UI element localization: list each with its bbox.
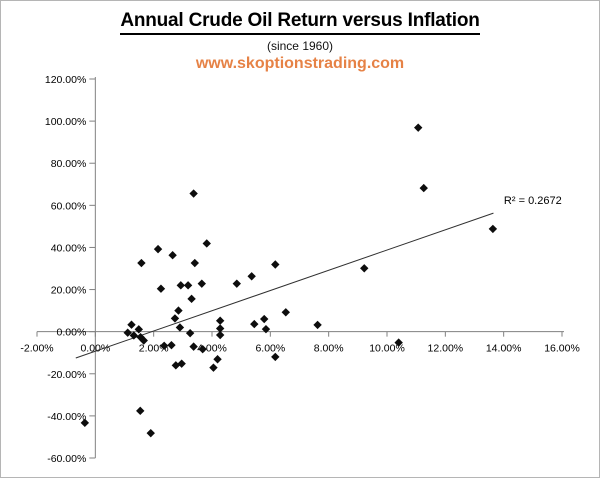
data-point-marker	[250, 319, 259, 329]
data-point-marker	[190, 258, 199, 268]
x-axis-tick-label: -2.00%	[20, 343, 53, 355]
data-point-marker	[414, 123, 423, 132]
data-point-marker	[213, 355, 222, 364]
data-point-marker	[175, 323, 185, 332]
y-axis-tick-label: 80.00%	[51, 158, 87, 170]
data-point-marker	[394, 338, 403, 347]
data-point-marker	[209, 363, 218, 372]
data-point-marker	[198, 344, 207, 354]
data-point-marker	[156, 284, 166, 293]
y-axis-tick-label: -40.00%	[47, 411, 86, 423]
x-axis-tick-label: 0.00%	[80, 343, 110, 355]
x-axis-tick-label: 8.00%	[314, 343, 344, 355]
data-point-marker	[134, 325, 143, 334]
data-point-marker	[189, 189, 198, 198]
data-point-marker	[170, 314, 180, 323]
data-point-marker	[183, 281, 193, 290]
data-point-marker	[215, 330, 225, 340]
y-axis-tick-label: 0.00%	[57, 327, 87, 339]
data-point-marker	[271, 260, 280, 269]
y-axis-tick-label: 40.00%	[51, 242, 87, 254]
data-point-marker	[159, 341, 169, 350]
data-point-marker	[168, 251, 177, 260]
data-point-marker	[80, 418, 90, 428]
data-point-marker	[281, 308, 290, 317]
x-axis-tick-label: 6.00%	[255, 343, 285, 355]
chart-header: Annual Crude Oil Return versus Inflation…	[1, 10, 599, 73]
y-axis-tick-label: 20.00%	[51, 285, 87, 297]
x-axis-tick-label: 12.00%	[428, 343, 464, 355]
data-point-marker	[232, 279, 241, 288]
data-point-marker	[123, 328, 132, 337]
data-point-marker	[146, 428, 155, 438]
data-point-marker	[189, 342, 198, 351]
x-axis-tick-label: 14.00%	[486, 343, 522, 355]
data-point-marker	[153, 244, 163, 254]
y-axis-tick-label: -60.00%	[47, 453, 86, 465]
data-point-marker	[187, 294, 196, 304]
data-point-marker	[261, 324, 271, 334]
r-squared-label: R² = 0.2672	[504, 195, 562, 207]
data-point-marker	[167, 340, 176, 350]
data-point-marker	[419, 183, 428, 193]
data-point-marker	[488, 224, 498, 234]
chart-title: Annual Crude Oil Return versus Inflation	[120, 10, 480, 35]
data-point-marker	[176, 281, 185, 290]
data-point-marker	[137, 258, 146, 268]
data-point-marker	[197, 279, 206, 288]
data-point-marker	[215, 324, 225, 333]
data-point-marker	[247, 272, 256, 281]
x-axis-tick-label: 4.00%	[197, 343, 227, 355]
data-point-marker	[136, 406, 145, 416]
x-axis-tick-label: 16.00%	[544, 343, 580, 355]
y-axis-tick-label: 100.00%	[45, 116, 86, 128]
trendline	[75, 212, 494, 359]
y-axis-tick-label: 60.00%	[51, 200, 87, 212]
x-axis-tick-label: 10.00%	[369, 343, 405, 355]
data-point-marker	[177, 359, 186, 368]
y-axis-tick-label: -20.00%	[47, 369, 86, 381]
data-point-marker	[127, 320, 136, 329]
data-point-marker	[271, 352, 280, 362]
website-text: www.skoptionstrading.com	[195, 54, 405, 72]
y-axis-tick-label: 120.00%	[45, 74, 86, 86]
data-point-marker	[202, 239, 211, 248]
data-point-marker	[174, 306, 183, 315]
data-point-marker	[215, 316, 225, 325]
chart-subtitle: (since 1960)	[266, 38, 334, 53]
data-point-marker	[360, 264, 369, 273]
data-point-marker	[185, 328, 195, 338]
data-point-marker	[139, 336, 148, 345]
data-point-marker	[313, 320, 322, 330]
data-point-marker	[260, 314, 269, 324]
data-point-marker	[129, 331, 139, 340]
